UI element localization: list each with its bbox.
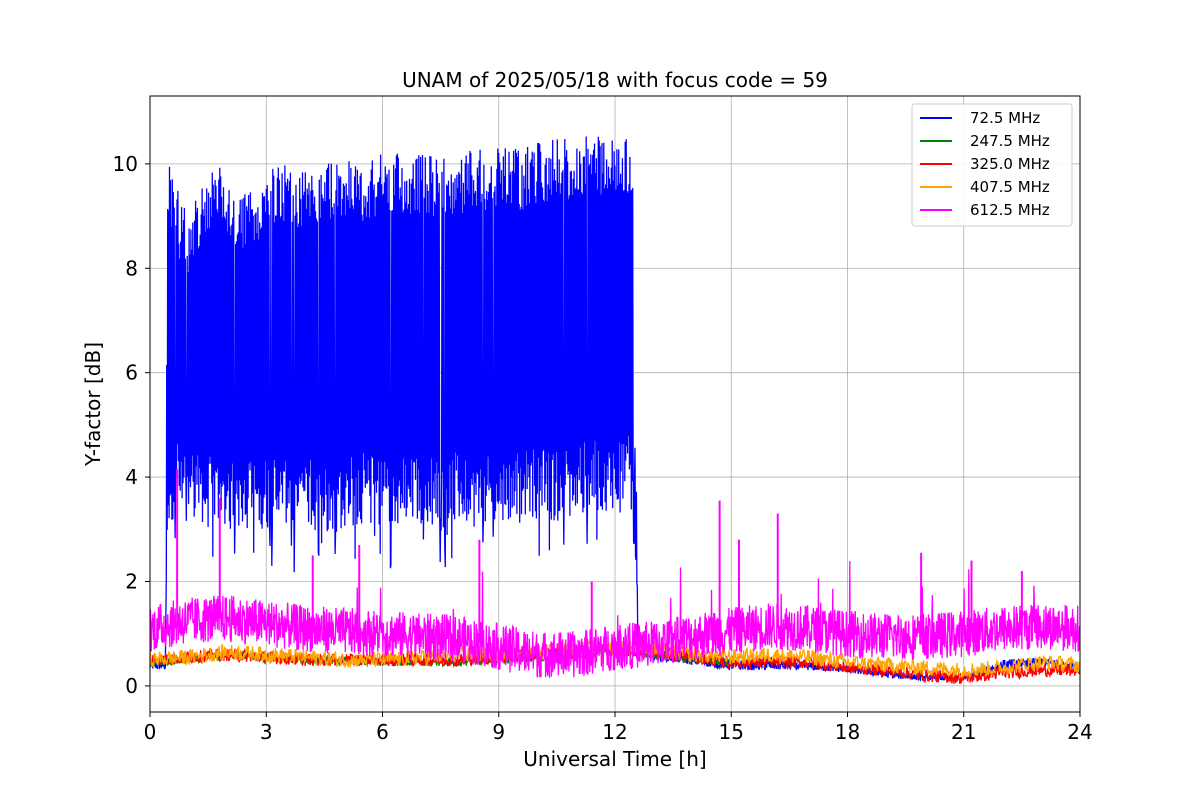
x-tick-label: 12 — [602, 720, 627, 744]
x-tick-label: 3 — [260, 720, 273, 744]
chart-title: UNAM of 2025/05/18 with focus code = 59 — [402, 68, 828, 92]
x-tick-label: 18 — [835, 720, 860, 744]
x-axis-title: Universal Time [h] — [523, 747, 706, 771]
x-tick-label: 9 — [492, 720, 505, 744]
y-tick-label: 8 — [125, 256, 138, 280]
y-tick-label: 6 — [125, 361, 138, 385]
legend-label: 72.5 MHz — [970, 109, 1040, 127]
series-612-5-mhz-line — [150, 561, 1080, 678]
x-tick-label: 21 — [951, 720, 976, 744]
x-tick-label: 0 — [144, 720, 157, 744]
x-tick-label: 6 — [376, 720, 389, 744]
y-tick-label: 10 — [113, 152, 138, 176]
y-axis-title: Y-factor [dB] — [81, 342, 105, 467]
legend-label: 407.5 MHz — [970, 178, 1050, 196]
legend: 72.5 MHz 247.5 MHz 325.0 MHz 407.5 MHz 612.5… — [911, 103, 1073, 227]
legend-label: 325.0 MHz — [970, 155, 1050, 173]
x-tick-label: 24 — [1067, 720, 1092, 744]
series-72-5-mhz-line — [150, 136, 1080, 684]
legend-label: 247.5 MHz — [970, 132, 1050, 150]
y-tick-label: 2 — [125, 569, 138, 593]
plot-area — [150, 136, 1080, 685]
y-tick-label: 0 — [125, 674, 138, 698]
legend-label: 612.5 MHz — [970, 201, 1050, 219]
x-tick-label: 15 — [719, 720, 744, 744]
y-tick-label: 4 — [125, 465, 138, 489]
legend-box — [911, 103, 1073, 227]
